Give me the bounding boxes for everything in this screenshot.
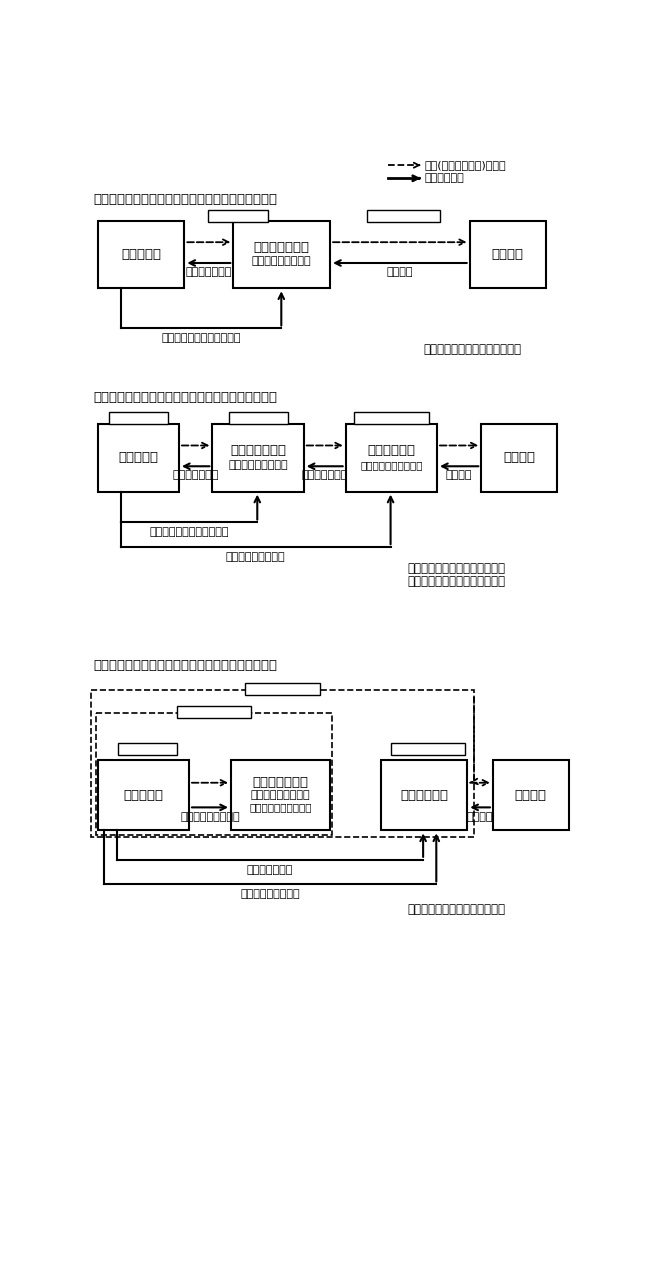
Text: 購入代金: 購入代金	[467, 812, 493, 822]
Text: （エージング処理）: （エージング処理）	[228, 460, 288, 470]
Text: 大同エコメット: 大同エコメット	[254, 241, 309, 254]
Text: 購入代金（Ａ）: 購入代金（Ａ）	[247, 865, 293, 875]
Text: 鉄鋼スラグ: 鉄鋼スラグ	[242, 413, 275, 423]
Bar	[96, 713, 332, 834]
Text: スラグ混合路盤材: スラグ混合路盤材	[187, 707, 240, 717]
Bar	[118, 743, 177, 755]
Text: スラグ混合路盤材: スラグ混合路盤材	[401, 744, 454, 754]
Text: スラグ混合路盤材: スラグ混合路盤材	[256, 684, 309, 694]
Text: エージング処理費等: エージング処理費等	[180, 812, 240, 822]
Text: 購入代金: 購入代金	[446, 470, 472, 480]
Text: エージング処理費等（Ｂ）: エージング処理費等（Ｂ）	[149, 526, 229, 536]
Text: （天然砕石との混合）: （天然砕石との混合）	[249, 803, 312, 813]
Text: 購入代金: 購入代金	[386, 268, 413, 278]
Text: ＜図３＞　平成２４年７月から平成２６年１月まで: ＜図３＞ 平成２４年７月から平成２６年１月まで	[93, 659, 277, 673]
Bar	[98, 424, 179, 492]
Bar	[390, 743, 465, 755]
Bar	[346, 424, 437, 492]
Text: スラグ路盤材: スラグ路盤材	[384, 211, 423, 220]
Text: 佐藤建設工業: 佐藤建設工業	[400, 789, 448, 801]
Bar	[177, 706, 251, 719]
Text: Ａ　＜　Ｂ　で逆有償である。: Ａ ＜ Ｂ で逆有償である。	[423, 344, 521, 357]
Text: 販売管理料等（Ｄ）: 販売管理料等（Ｄ）	[226, 552, 286, 562]
Text: （天然砕石との混合）: （天然砕石との混合）	[360, 460, 422, 470]
Text: 大同特殊鋼: 大同特殊鋼	[124, 789, 164, 801]
Text: 鉄鋼スラグ: 鉄鋼スラグ	[131, 744, 164, 754]
Text: 建設業者: 建設業者	[515, 789, 547, 801]
Bar	[470, 220, 545, 288]
Text: ＜図１＞　平成１４年４月から平成２１年６月まで: ＜図１＞ 平成１４年４月から平成２１年６月まで	[93, 192, 277, 205]
Text: 大同特殊鋼: 大同特殊鋼	[121, 248, 161, 261]
Text: ：物(鉄鋼スラグ等)の流れ: ：物(鉄鋼スラグ等)の流れ	[424, 161, 507, 171]
Bar	[208, 210, 268, 222]
Bar	[481, 424, 557, 492]
Bar	[233, 220, 330, 288]
Bar	[212, 424, 304, 492]
Text: Ａ　＜　Ｂ　で逆有償である。: Ａ ＜ Ｂ で逆有償である。	[407, 562, 506, 575]
Text: 佐藤建設工業: 佐藤建設工業	[367, 445, 415, 457]
Text: ＜図２＞　平成２１年７月から平成２４年６月まで: ＜図２＞ 平成２１年７月から平成２４年６月まで	[93, 391, 277, 404]
Text: 販売管理料等（Ｂ）: 販売管理料等（Ｂ）	[240, 889, 300, 899]
Bar	[98, 759, 189, 831]
Text: スラグ混合路盤材: スラグ混合路盤材	[365, 413, 418, 423]
Bar	[91, 691, 474, 837]
Text: 大同特殊鋼: 大同特殊鋼	[118, 451, 158, 464]
Text: ：金員の流れ: ：金員の流れ	[424, 173, 464, 183]
Text: 大同エコメット: 大同エコメット	[252, 776, 309, 789]
Text: 鉄鋼スラグ: 鉄鋼スラグ	[221, 211, 254, 220]
Bar	[493, 759, 569, 831]
Text: 鉄鋼スラグ: 鉄鋼スラグ	[122, 413, 155, 423]
Bar	[354, 412, 428, 424]
Bar	[109, 412, 168, 424]
Text: （エージング処理）: （エージング処理）	[252, 256, 311, 266]
Bar	[229, 412, 288, 424]
Text: 大同エコメット: 大同エコメット	[230, 445, 286, 457]
Text: 建設業者: 建設業者	[503, 451, 535, 464]
Text: Ａ　＜　Ｂ　で逆有償である。: Ａ ＜ Ｂ で逆有償である。	[407, 902, 506, 916]
Bar	[245, 683, 320, 694]
Bar	[231, 759, 330, 831]
Text: Ｃ　＜　Ｄ　で逆有償である。: Ｃ ＜ Ｄ で逆有償である。	[407, 576, 506, 589]
Text: （エージング処理）: （エージング処理）	[251, 790, 310, 800]
Text: 建設業者: 建設業者	[491, 248, 524, 261]
Bar	[98, 220, 185, 288]
Text: 購入代金（Ｃ）: 購入代金（Ｃ）	[302, 470, 348, 480]
Text: 購入代金（Ａ）: 購入代金（Ａ）	[186, 268, 232, 278]
Text: エージング処理費等（Ｂ）: エージング処理費等（Ｂ）	[162, 334, 241, 344]
Bar	[367, 210, 440, 222]
Text: 購入代金（Ａ）: 購入代金（Ａ）	[173, 470, 219, 480]
Bar	[380, 759, 467, 831]
